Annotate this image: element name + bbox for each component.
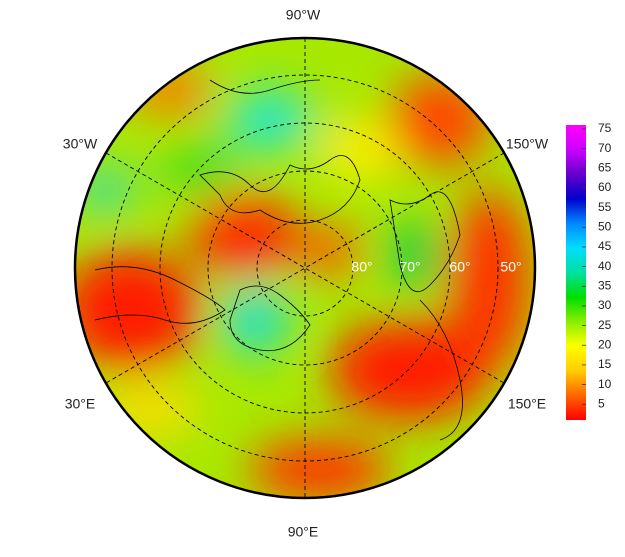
colorbar-tick-label: 10 — [598, 377, 612, 391]
colorbar-tick-label: 15 — [598, 357, 612, 371]
lon-label: 30°E — [65, 396, 96, 412]
graticule — [105, 38, 505, 498]
colorbar-tick-label: 5 — [598, 396, 605, 410]
lat-label: 50° — [500, 259, 521, 275]
map-border — [73, 36, 537, 500]
colorbar-tick-label: 70 — [598, 141, 612, 155]
lat-label: 70° — [399, 259, 420, 275]
colorbar-tick-label: 65 — [598, 160, 612, 174]
colorbar-tick-label: 25 — [598, 318, 612, 332]
lon-label: 30°W — [63, 136, 98, 152]
colorbar-tick-label: 20 — [598, 337, 612, 351]
colorbar-tick-label: 50 — [598, 219, 612, 233]
colorbar-tick-label: 30 — [598, 298, 612, 312]
lat-label: 80° — [351, 259, 372, 275]
colorbar-tick-label: 55 — [598, 200, 612, 214]
colorbar-tick-label: 75 — [598, 121, 612, 135]
colorbar-tick-label: 60 — [598, 180, 612, 194]
lon-label: 90°W — [286, 7, 321, 23]
lat-label: 60° — [449, 259, 470, 275]
colorbar-tick-label: 40 — [598, 259, 612, 273]
colorbar-ramp — [566, 125, 586, 420]
coastlines — [94, 79, 463, 441]
lon-label: 90°E — [288, 524, 319, 540]
lon-label: 150°E — [508, 396, 546, 412]
lon-label: 150°W — [506, 136, 549, 152]
field — [75, 38, 535, 498]
colorbar: 5 10 15 20 25 30 35 40 45 50 55 60 65 70 75 — [566, 121, 612, 420]
colorbar-tick-label: 45 — [598, 239, 612, 253]
colorbar-tick-label: 35 — [598, 278, 612, 292]
